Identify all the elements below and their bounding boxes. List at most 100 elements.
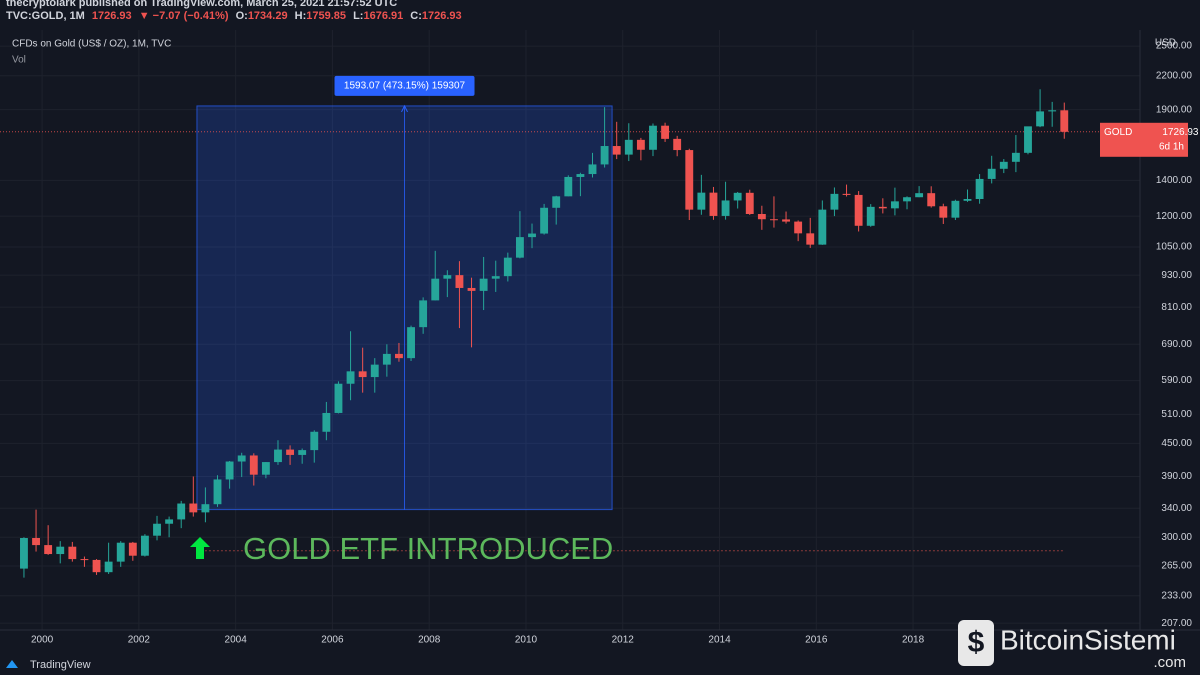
price-countdown: 6d 1h bbox=[1159, 141, 1184, 152]
y-tick-label: 1200.00 bbox=[1156, 211, 1193, 222]
price-label-bg bbox=[1100, 122, 1188, 157]
candle-body bbox=[153, 523, 161, 536]
candle-body bbox=[1048, 110, 1057, 112]
candle-body bbox=[104, 561, 113, 573]
candle-body bbox=[443, 275, 452, 279]
candle-body bbox=[407, 327, 415, 359]
candle-body bbox=[709, 192, 718, 216]
candle-body bbox=[770, 219, 778, 221]
candle-body bbox=[80, 559, 89, 561]
y-tick-label: 1900.00 bbox=[1156, 104, 1193, 115]
candle-body bbox=[806, 233, 815, 245]
watermark-icon-glyph: $ bbox=[968, 626, 985, 659]
candle-body bbox=[382, 353, 391, 365]
candle-body bbox=[346, 371, 355, 384]
candle-body bbox=[540, 207, 549, 234]
candle-body bbox=[56, 546, 65, 555]
measure-arrowhead bbox=[401, 104, 408, 113]
y-tick-label: 510.00 bbox=[1161, 409, 1192, 420]
price-label: GOLD 1726.93 bbox=[1104, 126, 1199, 137]
candle-body bbox=[1060, 110, 1069, 132]
ohlc-label: C: bbox=[410, 10, 422, 22]
candle-body bbox=[624, 139, 633, 155]
author-line: thecryptolark published on TradingView.c… bbox=[6, 0, 397, 9]
candle-body bbox=[951, 200, 960, 218]
measure-label-bg bbox=[334, 75, 475, 96]
candle-body bbox=[987, 168, 996, 179]
y-tick-label: 265.00 bbox=[1161, 561, 1192, 572]
x-tick-label: 2002 bbox=[128, 635, 151, 646]
plot-area: 207.00 233.00 265.00 300.00 340.00 390.00 450.… bbox=[0, 30, 1200, 646]
candle-body bbox=[1011, 152, 1020, 162]
candle-body bbox=[92, 559, 101, 573]
candle-body bbox=[298, 450, 307, 455]
candle-body bbox=[963, 199, 972, 201]
x-tick-label: 2016 bbox=[805, 635, 828, 646]
x-tick-label: 2008 bbox=[418, 635, 441, 646]
x-tick-label: 2006 bbox=[321, 635, 344, 646]
candle-body bbox=[261, 462, 270, 475]
annotation: GOLD ETF INTRODUCED bbox=[243, 531, 613, 566]
candle-body bbox=[286, 449, 295, 455]
candle-body bbox=[661, 125, 670, 139]
ohlc-value: 1759.85 bbox=[306, 10, 346, 22]
candle-body bbox=[890, 201, 899, 209]
candle-body bbox=[165, 519, 174, 524]
candle-body bbox=[116, 542, 125, 562]
ohlc-label: O: bbox=[236, 10, 248, 22]
x-tick-label: 2004 bbox=[225, 635, 248, 646]
chart-title: CFDs on Gold (US$ / OZ), 1M, TVC bbox=[12, 39, 171, 50]
candle-body bbox=[528, 233, 536, 238]
x-tick-label: 2000 bbox=[31, 635, 54, 646]
symbol-line: TVC:GOLD, 1M 1726.93 ▼ −7.07 (−0.41%) O:… bbox=[6, 10, 462, 22]
candle-body bbox=[854, 194, 863, 226]
candle-body bbox=[68, 546, 77, 560]
candle-body bbox=[939, 206, 948, 218]
candle-body bbox=[491, 276, 500, 279]
candle-body bbox=[915, 193, 924, 198]
watermark-suffix: .com bbox=[1153, 654, 1186, 671]
y-tick-label: 2500.00 bbox=[1156, 41, 1193, 52]
candle-body bbox=[903, 197, 911, 202]
watermark: $ BitcoinSistemi .com bbox=[958, 620, 1186, 671]
subtitle: Vol bbox=[12, 55, 26, 66]
candle-body bbox=[975, 178, 984, 200]
x-tick-label: 2010 bbox=[515, 635, 538, 646]
candle-body bbox=[503, 257, 512, 277]
candle-body bbox=[576, 174, 585, 177]
currency: USD bbox=[1155, 38, 1176, 49]
candle-body bbox=[782, 219, 790, 222]
ohlc-label: L: bbox=[353, 10, 363, 22]
candle-body bbox=[310, 431, 319, 451]
y-tick-label: 930.00 bbox=[1161, 270, 1192, 281]
watermark-text: BitcoinSistemi bbox=[1000, 624, 1176, 655]
candle-body bbox=[866, 206, 875, 226]
candle-body bbox=[140, 535, 149, 556]
candle-body bbox=[721, 200, 730, 216]
y-tick-label: 590.00 bbox=[1161, 375, 1192, 386]
price-label-name: GOLD bbox=[1104, 126, 1132, 137]
y-tick-label: 390.00 bbox=[1161, 471, 1192, 482]
candle-body bbox=[999, 161, 1008, 169]
x-tick-label: 2012 bbox=[612, 635, 635, 646]
candle-body bbox=[249, 455, 258, 475]
ohlc-label: H: bbox=[295, 10, 307, 22]
y-tick-label: 1050.00 bbox=[1156, 242, 1193, 253]
candle-body bbox=[1036, 111, 1045, 127]
candle-body bbox=[588, 164, 597, 175]
ohlc-value: 1726.93 bbox=[422, 10, 462, 22]
candle-body bbox=[322, 412, 331, 432]
footer-brand: TradingView bbox=[30, 659, 91, 671]
x-tick-label: 2018 bbox=[902, 635, 925, 646]
candle-body bbox=[830, 193, 839, 210]
y-tick-label: 340.00 bbox=[1161, 503, 1192, 514]
y-tick-label: 233.00 bbox=[1161, 590, 1192, 601]
candle-body bbox=[649, 125, 657, 150]
candle-body bbox=[395, 353, 403, 359]
annotation-arrow bbox=[190, 537, 210, 559]
candle-body bbox=[177, 503, 186, 520]
candle-body bbox=[552, 196, 561, 208]
candle-body bbox=[697, 192, 706, 210]
y-tick-label: 690.00 bbox=[1161, 339, 1192, 350]
y-tick-label: 300.00 bbox=[1161, 532, 1192, 543]
